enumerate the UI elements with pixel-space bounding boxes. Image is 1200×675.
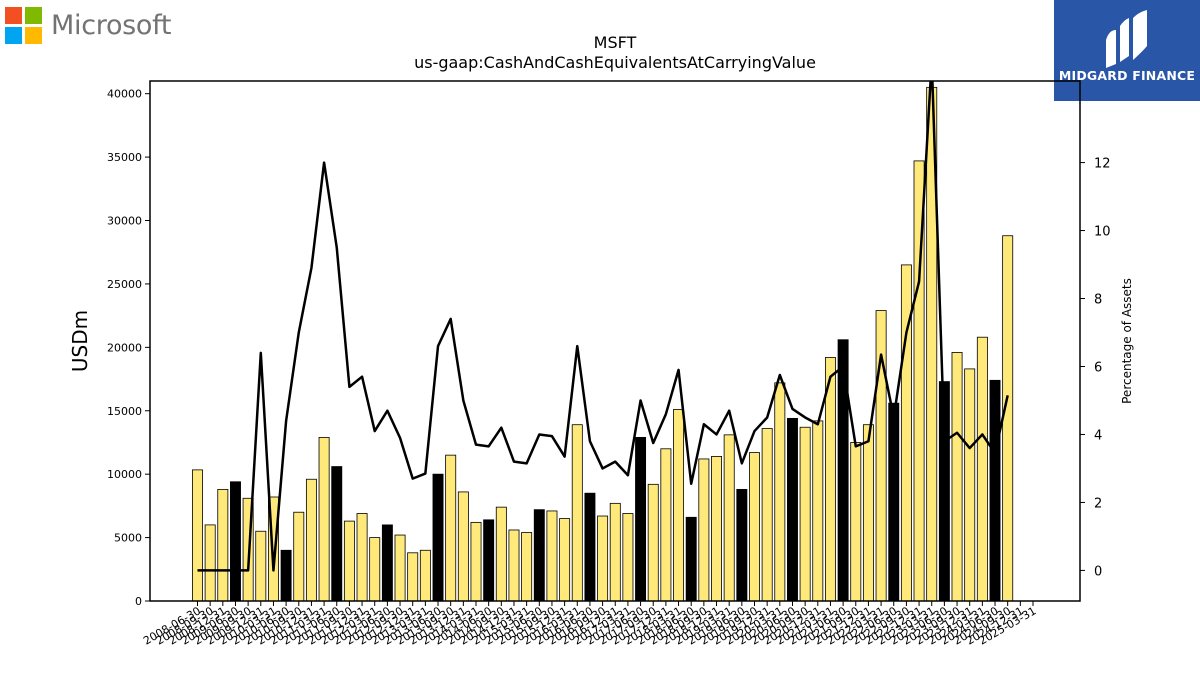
y2-tick-label: 10 <box>1094 225 1111 240</box>
bar <box>559 518 571 601</box>
data-layer <box>192 81 1014 601</box>
y2-axis-label: Percentage of Assets <box>1120 278 1134 404</box>
bar <box>571 424 583 601</box>
bar <box>204 524 216 601</box>
bar <box>787 417 798 601</box>
bar <box>457 491 469 601</box>
logo-square-yellow <box>25 26 42 44</box>
bar <box>723 434 735 601</box>
midgard-finance-logo: MIDGARD FINANCE <box>1054 0 1200 101</box>
bar <box>470 521 482 601</box>
bar <box>230 481 241 601</box>
y2-tick-label: 4 <box>1094 428 1102 443</box>
bar <box>584 492 596 601</box>
bar <box>888 402 900 601</box>
midgard-wordmark: MIDGARD FINANCE <box>1058 68 1196 83</box>
y2-tick-label: 0 <box>1094 564 1102 579</box>
bar <box>850 442 862 601</box>
y-axis-label: USDm <box>68 310 92 372</box>
chart-subtitle: us-gaap:CashAndCashEquivalentsAtCarrying… <box>414 53 816 72</box>
bar <box>318 436 330 601</box>
bar <box>749 452 760 601</box>
bar <box>913 160 925 601</box>
bar <box>356 513 368 601</box>
bar <box>635 436 647 601</box>
bar <box>407 552 419 601</box>
y-tick-label: 35000 <box>107 151 142 164</box>
bar <box>812 420 824 601</box>
bar <box>951 352 963 601</box>
y-tick-label: 10000 <box>107 468 142 481</box>
bar <box>369 537 381 601</box>
bar <box>521 532 533 601</box>
bar <box>495 506 507 601</box>
bar <box>647 483 659 601</box>
y-tick-label: 0 <box>135 595 142 608</box>
bar <box>900 264 912 601</box>
bar <box>761 428 773 601</box>
bar <box>989 379 1001 601</box>
y-tick-label: 5000 <box>114 532 142 545</box>
y-tick-label: 20000 <box>107 341 142 354</box>
bar <box>217 488 229 601</box>
y-tick-label: 15000 <box>107 405 142 418</box>
plot-frame <box>149 80 1081 602</box>
bar <box>280 549 292 601</box>
midgard-emblem-icon <box>1106 10 1147 68</box>
bar <box>432 473 444 601</box>
bar <box>546 510 558 601</box>
bar <box>419 549 431 601</box>
bar <box>622 513 634 601</box>
bar <box>445 454 457 601</box>
bar <box>597 515 609 601</box>
bar <box>293 511 305 601</box>
y-tick-label: 30000 <box>107 215 142 228</box>
bar <box>508 529 520 601</box>
bar <box>343 520 355 601</box>
y-tick-label: 40000 <box>107 88 142 101</box>
bar <box>331 466 343 601</box>
percentage-line <box>197 81 1009 572</box>
bar <box>711 456 722 601</box>
y2-tick-label: 2 <box>1094 496 1102 511</box>
bar <box>736 488 748 601</box>
y-tick-label: 25000 <box>107 278 142 291</box>
y2-tick-label: 12 <box>1094 157 1111 172</box>
bar <box>609 502 621 601</box>
bar <box>837 339 849 601</box>
chart-title: MSFT <box>594 33 637 52</box>
y2-tick-label: 8 <box>1094 293 1102 308</box>
microsoft-windows-icon <box>5 6 42 44</box>
bar <box>799 426 811 601</box>
bar <box>938 381 950 601</box>
bar <box>192 469 203 601</box>
bar <box>660 448 672 601</box>
bar <box>875 310 887 601</box>
bar <box>394 534 406 601</box>
bar <box>255 530 267 601</box>
bar <box>305 478 317 601</box>
logo-square-green <box>25 6 42 24</box>
bar <box>673 409 685 601</box>
bar <box>976 336 988 601</box>
bar <box>685 516 697 601</box>
bar <box>381 524 393 601</box>
bar <box>774 382 786 601</box>
bar <box>964 368 976 601</box>
microsoft-wordmark: Microsoft <box>51 9 172 41</box>
bar <box>698 458 710 601</box>
microsoft-logo: Microsoft <box>5 5 171 45</box>
y2-tick-label: 6 <box>1094 360 1102 375</box>
logo-square-red <box>5 6 22 24</box>
bar <box>483 519 495 601</box>
plot-area: 0 5000 10000 15000 20000 25000 30000 35000 40000… <box>107 81 1111 648</box>
bar <box>862 424 874 601</box>
bar <box>1002 235 1014 601</box>
logo-square-blue <box>5 26 22 44</box>
bar <box>533 509 545 601</box>
